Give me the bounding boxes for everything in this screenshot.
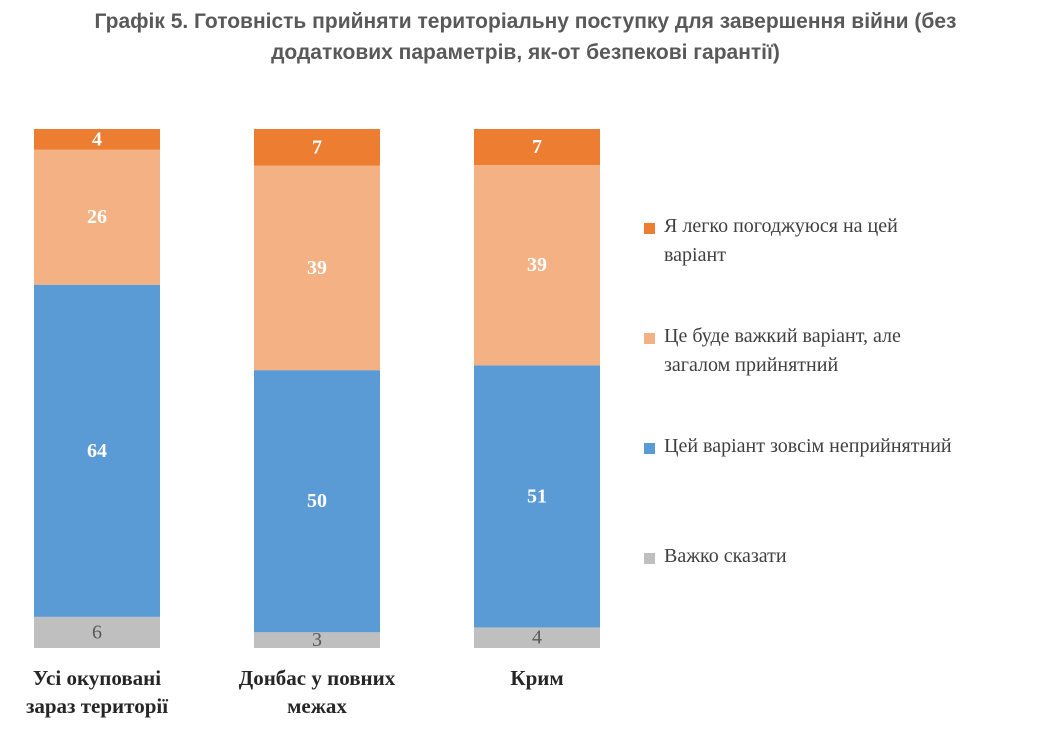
bar-segment xyxy=(474,164,600,366)
bar-segment xyxy=(474,365,600,628)
bar-segment xyxy=(254,165,380,371)
data-label: 51 xyxy=(527,485,547,507)
bar-segment xyxy=(34,149,160,285)
legend-label-line: Цей варіант зовсім неприйнятний xyxy=(664,435,952,457)
bar-segment xyxy=(254,370,380,633)
legend-label-line: Це буде важкий варіант, але xyxy=(664,325,901,347)
data-label: 39 xyxy=(527,254,547,276)
chart-title-line: додаткових параметрів, як-от безпекові г… xyxy=(271,41,780,64)
legend-label: Я легко погоджуюся на цей варіант xyxy=(664,212,1044,270)
category-label: Донбас у повних межах xyxy=(202,664,432,720)
data-label: 7 xyxy=(532,136,542,158)
legend-label-line: Важко сказати xyxy=(664,545,787,567)
data-label: 50 xyxy=(307,490,327,512)
data-label: 39 xyxy=(307,257,327,279)
bar-segment xyxy=(34,284,160,617)
data-label: 7 xyxy=(312,136,322,158)
legend-label: Цей варіант зовсім неприйнятний xyxy=(664,432,1044,461)
data-label: 26 xyxy=(87,206,107,228)
category-label-line: Усі окуповані xyxy=(32,666,162,690)
data-label: 4 xyxy=(532,627,542,649)
category-label: Крим xyxy=(422,664,652,692)
bar-segment xyxy=(254,129,380,166)
chart-title: Графік 5. Готовність прийняти територіал… xyxy=(0,6,1051,68)
category-label-line: Донбас у повних xyxy=(238,666,396,690)
legend-swatch xyxy=(644,223,655,234)
chart-title-line: Графік 5. Готовність прийняти територіал… xyxy=(94,10,957,33)
legend-label: Це буде важкий варіант, але загалом прийн… xyxy=(664,322,1044,380)
legend-swatch xyxy=(644,443,655,454)
bar-segment xyxy=(34,616,160,648)
bar-segment xyxy=(474,627,600,648)
category-label-line: межах xyxy=(287,694,347,718)
legend-swatch xyxy=(644,333,655,344)
bar-segment xyxy=(254,632,380,648)
category-label: Усі окуповані зараз території xyxy=(0,664,212,720)
legend-label-line: варіант xyxy=(664,244,726,266)
category-label-line: зараз території xyxy=(25,694,169,718)
bar-segment xyxy=(34,129,160,150)
data-label: 64 xyxy=(87,440,107,462)
legend-label-line: Я легко погоджуюся на цей xyxy=(664,215,898,237)
category-label-line: Крим xyxy=(510,666,564,690)
data-label: 3 xyxy=(312,629,322,651)
data-label: 6 xyxy=(92,621,102,643)
data-label: 4 xyxy=(92,128,102,150)
legend-label-line: загалом прийнятний xyxy=(664,354,839,376)
bar-segment xyxy=(474,129,600,165)
legend-label: Важко сказати xyxy=(664,542,1044,571)
legend-swatch xyxy=(644,553,655,564)
